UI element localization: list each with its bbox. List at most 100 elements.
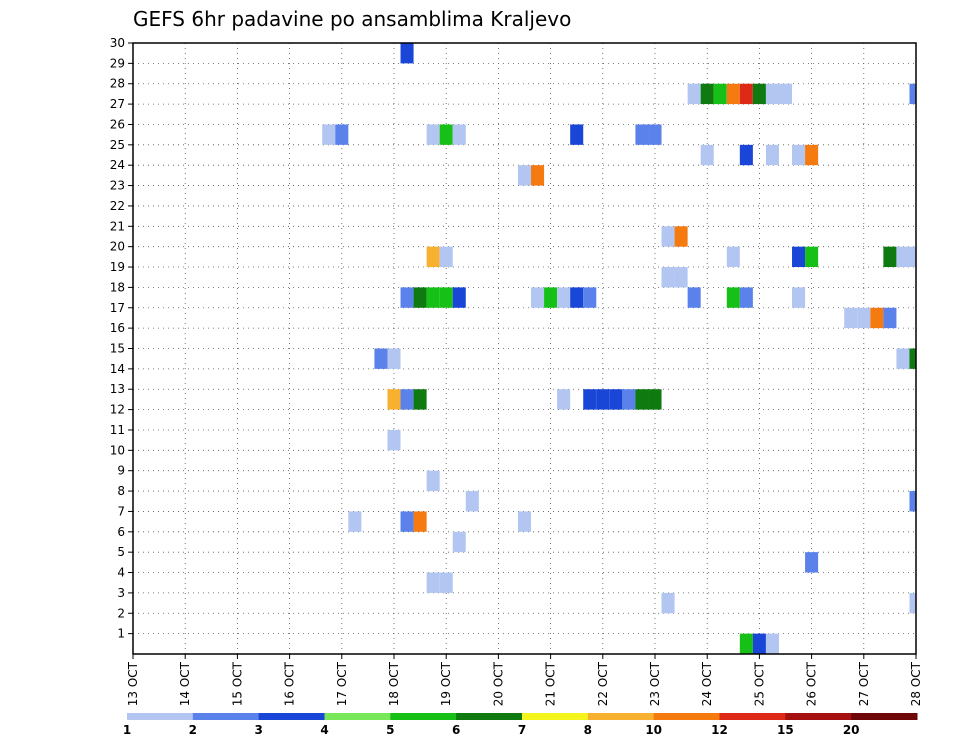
heatmap-cell (557, 389, 571, 410)
legend-swatch (324, 713, 391, 720)
heatmap-cell (387, 389, 401, 410)
heatmap-cell (661, 226, 675, 247)
heatmap-cell (883, 307, 897, 329)
x-tick-label: 13 OCT (126, 661, 140, 706)
heatmap-cell (596, 389, 610, 410)
legend-label: 5 (386, 723, 394, 737)
heatmap-cell (896, 348, 910, 369)
y-tick-label: 4 (117, 566, 125, 580)
heatmap-cell (739, 633, 753, 654)
y-tick-label: 19 (110, 260, 125, 274)
heatmap-cell (792, 246, 806, 268)
heatmap-cell (739, 144, 753, 166)
y-tick-label: 25 (110, 138, 125, 152)
y-tick-label: 6 (117, 525, 125, 539)
heatmap-cell (426, 246, 440, 268)
x-tick-label: 19 OCT (439, 661, 453, 706)
y-tick-label: 22 (110, 199, 125, 213)
heatmap-cell (648, 124, 662, 145)
heatmap-cell (531, 165, 545, 186)
heatmap-cell (661, 267, 675, 288)
legend-label: 7 (518, 723, 526, 737)
heatmap-cell (883, 246, 897, 268)
color-legend: 1 2 3 4 5 6 7 8 10 12 15 20 (123, 713, 918, 737)
x-tick-label: 15 OCT (230, 661, 244, 706)
heatmap-cell (700, 144, 714, 166)
x-tick-label: 16 OCT (283, 661, 297, 706)
heatmap-cell (726, 83, 740, 105)
legend-label: 12 (711, 723, 728, 737)
y-tick-label: 14 (110, 362, 125, 376)
heatmap-cell (400, 389, 414, 410)
heatmap-cell (805, 246, 819, 268)
heatmap-cell (674, 226, 688, 247)
x-axis-ticks: 13 OCT 14 OCT 15 OCT 16 OCT 17 OCT 18 OCT 19 O… (126, 654, 923, 706)
heatmap-cell (426, 124, 440, 145)
heatmap-cell (400, 287, 414, 308)
heatmap-cell (765, 633, 779, 654)
heatmap-cell (413, 389, 427, 410)
x-tick-label: 23 OCT (648, 661, 662, 706)
heatmap-cell (322, 124, 336, 145)
y-tick-label: 13 (110, 382, 125, 396)
x-tick-label: 21 OCT (544, 661, 558, 706)
legend-label: 4 (320, 723, 328, 737)
heatmap-cell (609, 389, 623, 410)
legend-swatch (127, 713, 194, 720)
heatmap-cell (400, 511, 414, 532)
legend-label: 2 (189, 723, 197, 737)
heatmap-cell (909, 348, 916, 369)
heatmap-cell (439, 287, 453, 308)
heatmap-cell (570, 287, 584, 308)
legend-swatch (785, 713, 852, 720)
y-tick-label: 17 (110, 301, 125, 315)
heatmap-cell (531, 287, 545, 308)
chart-title: GEFS 6hr padavine po ansamblima Kraljevo (133, 7, 571, 31)
y-tick-label: 1 (117, 627, 125, 641)
legend-swatch (653, 713, 720, 720)
heatmap-cell (844, 307, 858, 329)
legend-swatch (719, 713, 786, 720)
y-tick-label: 15 (110, 342, 125, 356)
heatmap-cell (857, 307, 871, 329)
heatmap-cell (426, 287, 440, 308)
heatmap-cell (400, 43, 414, 64)
y-tick-label: 7 (117, 504, 125, 518)
heatmap-cell (687, 287, 701, 308)
legend-swatch (851, 713, 918, 720)
chart-cells (322, 43, 916, 654)
legend-swatch (390, 713, 457, 720)
heatmap-cell (661, 592, 675, 614)
heatmap-cell (765, 83, 779, 105)
legend-label: 6 (452, 723, 460, 737)
y-axis-ticks: 1234567891011121314151617181920212223242… (110, 36, 133, 641)
x-tick-label: 27 OCT (857, 661, 871, 706)
heatmap-cell (583, 287, 597, 308)
y-tick-label: 29 (110, 56, 125, 70)
heatmap-cell (739, 287, 753, 308)
heatmap-cell (557, 287, 571, 308)
y-tick-label: 23 (110, 179, 125, 193)
plot-frame (132, 42, 917, 655)
heatmap-cell (765, 144, 779, 166)
heatmap-cell (674, 267, 688, 288)
y-tick-label: 30 (110, 36, 125, 50)
y-tick-label: 2 (117, 606, 125, 620)
legend-label: 3 (254, 723, 262, 737)
heatmap-cell (413, 287, 427, 308)
y-tick-label: 12 (110, 403, 125, 417)
heatmap-cell (909, 592, 916, 614)
legend-label: 20 (843, 723, 860, 737)
heatmap-cell (387, 348, 401, 369)
heatmap-cell (713, 83, 727, 105)
x-tick-label: 18 OCT (387, 661, 401, 706)
legend-swatch (192, 713, 260, 720)
legend-swatch (258, 713, 325, 720)
heatmap-cell (413, 511, 427, 532)
y-tick-label: 8 (117, 484, 125, 498)
heatmap-cell (870, 307, 884, 329)
heatmap-cell (805, 144, 819, 166)
heatmap-cell (583, 389, 597, 410)
y-tick-label: 5 (117, 545, 125, 559)
heatmap-cell (452, 287, 466, 308)
